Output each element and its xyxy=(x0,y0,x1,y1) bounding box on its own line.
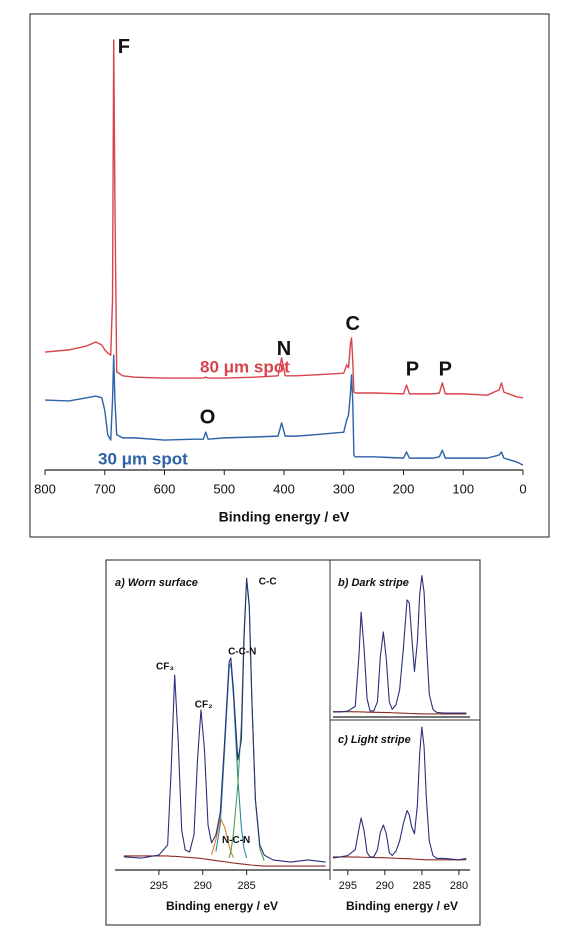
x-tick-label: 295 xyxy=(339,880,357,892)
x-tick-label: 700 xyxy=(94,481,116,496)
peak-label: P xyxy=(406,358,419,380)
spectrum-line xyxy=(333,711,467,715)
x-tick-label: 400 xyxy=(273,481,295,496)
spectrum-line xyxy=(333,575,467,714)
x-tick-label: 285 xyxy=(237,880,255,892)
peak-label: C-C xyxy=(259,577,277,588)
x-tick-label: 600 xyxy=(154,481,176,496)
x-axis-label: Binding energy / eV xyxy=(166,899,278,913)
top-frame xyxy=(29,13,550,538)
spectrum-line xyxy=(123,855,326,867)
peak-label: C xyxy=(345,313,359,335)
x-axis-label: Binding energy / eV xyxy=(219,509,350,525)
spectrum-line xyxy=(44,354,524,466)
x-tick-label: 500 xyxy=(213,481,235,496)
peak-label: O xyxy=(200,406,216,428)
x-axis-label: Binding energy / eV xyxy=(346,899,458,913)
bottom-frame xyxy=(105,559,481,926)
peak-label: F xyxy=(118,36,130,58)
x-tick-label: 290 xyxy=(194,880,212,892)
x-tick-label: 0 xyxy=(519,481,526,496)
peak-label: N-C-N xyxy=(222,835,250,846)
peak-label: CF₂ xyxy=(195,700,213,711)
spectrum-line xyxy=(332,726,467,861)
x-tick-label: 290 xyxy=(376,880,394,892)
spectrum-line xyxy=(123,577,326,863)
spectrum-line xyxy=(44,39,524,399)
x-tick-label: 200 xyxy=(393,481,415,496)
x-tick-label: 300 xyxy=(333,481,355,496)
peak-label: N xyxy=(277,338,291,360)
series-label: 80 μm spot xyxy=(200,357,290,376)
peak-label: C-C-N xyxy=(228,647,256,658)
x-tick-label: 100 xyxy=(452,481,474,496)
x-tick-label: 285 xyxy=(413,880,431,892)
x-tick-label: 280 xyxy=(450,880,468,892)
panel-title: c) Light stripe xyxy=(338,734,411,746)
panel-title: b) Dark stripe xyxy=(338,577,409,589)
spectrum-line xyxy=(333,856,467,861)
x-tick-label: 800 xyxy=(34,481,56,496)
peak-label: P xyxy=(439,358,452,380)
panel-title: a) Worn surface xyxy=(115,577,198,589)
x-tick-label: 295 xyxy=(150,880,168,892)
series-label: 30 μm spot xyxy=(98,449,188,468)
peak-label: CF₃ xyxy=(156,662,174,673)
